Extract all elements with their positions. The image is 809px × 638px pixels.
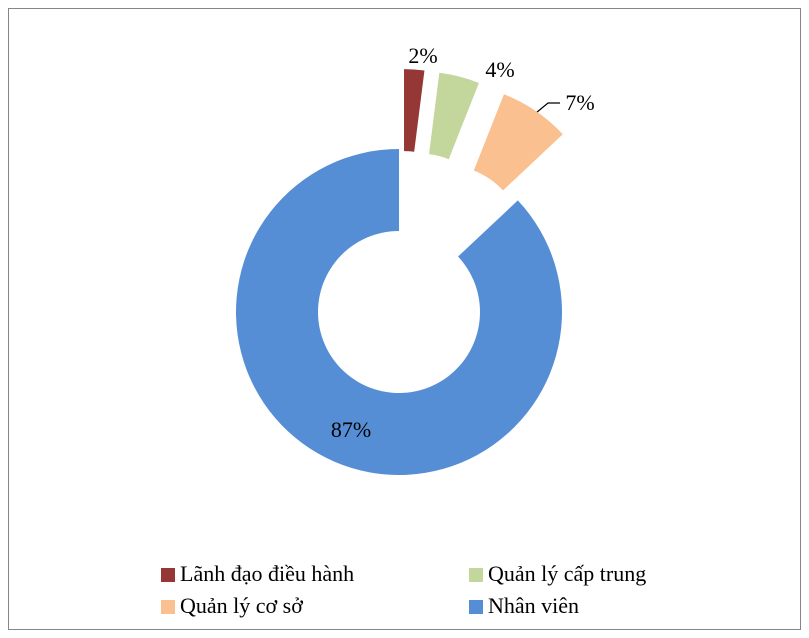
data-label: 4% <box>485 57 514 82</box>
donut-slice <box>429 72 479 160</box>
data-label: 87% <box>331 417 371 442</box>
legend-marker <box>469 600 483 614</box>
legend-label: Nhân viên <box>488 593 579 618</box>
legend-marker <box>161 600 175 614</box>
legend-label: Lãnh đạo điều hành <box>180 561 354 586</box>
donut-slice <box>473 94 563 191</box>
data-label: 7% <box>565 90 594 115</box>
donut-slice <box>235 149 562 475</box>
legend-label: Quản lý cấp trung <box>488 561 646 586</box>
data-label: 2% <box>408 43 437 68</box>
legend-label: Quản lý cơ sở <box>180 593 303 618</box>
donut-slice <box>404 69 425 152</box>
legend-marker <box>161 568 175 582</box>
legend-marker <box>469 568 483 582</box>
